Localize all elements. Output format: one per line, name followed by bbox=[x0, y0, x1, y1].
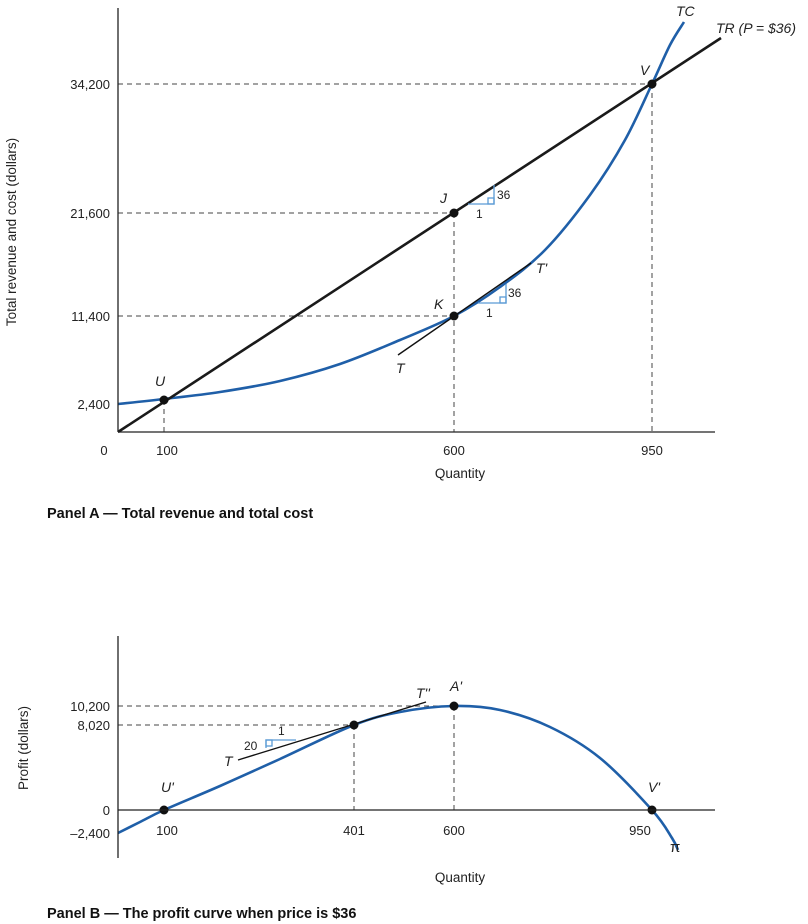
point-j-label: J bbox=[439, 190, 448, 206]
panel-b-x-axis-title: Quantity bbox=[435, 870, 486, 885]
panel-a-x-tick-600: 600 bbox=[443, 443, 465, 458]
right-angle-k bbox=[499, 296, 507, 304]
point-v-prime-label: V' bbox=[648, 779, 661, 795]
triangle-b-run-label: 1 bbox=[278, 724, 285, 738]
panel-a-y-axis-title: Total revenue and cost (dollars) bbox=[4, 138, 19, 326]
panel-a-x-axis-title: Quantity bbox=[435, 466, 486, 481]
slope-triangles-b bbox=[265, 739, 296, 748]
panel-b-y-tick-0: 0 bbox=[103, 803, 110, 818]
panel-a-origin-label: 0 bbox=[100, 443, 107, 458]
panel-a-y-tick-11400: 11,400 bbox=[71, 309, 110, 324]
point-j bbox=[449, 208, 459, 218]
tangent-t-prime-label: T' bbox=[536, 260, 549, 276]
point-u bbox=[159, 395, 169, 405]
panel-b-title: Panel B — The profit curve when price is… bbox=[47, 906, 356, 922]
triangle-j-run-label: 1 bbox=[476, 207, 483, 221]
panel-b-x-tick-100: 100 bbox=[156, 823, 178, 838]
triangle-k-run-label: 1 bbox=[486, 306, 493, 320]
triangle-j-rise-label: 36 bbox=[497, 188, 511, 202]
panel-a-points bbox=[159, 79, 657, 405]
slope-triangles-a bbox=[468, 185, 507, 304]
panel-b-y-tick-10200: 10,200 bbox=[70, 699, 110, 714]
point-k bbox=[449, 311, 459, 321]
panel-a: 0 100 600 950 2,400 11,400 21,600 34,200… bbox=[4, 3, 796, 522]
point-v bbox=[647, 79, 657, 89]
panel-b-points bbox=[159, 701, 657, 815]
point-v-label: V bbox=[640, 62, 651, 78]
panel-b-x-tick-401: 401 bbox=[343, 823, 365, 838]
total-cost-curve bbox=[117, 21, 686, 406]
point-a-prime bbox=[449, 701, 459, 711]
tangent-t-double-prime-label: T'' bbox=[416, 685, 431, 701]
tr-line-label: TR (P = $36) bbox=[716, 20, 796, 36]
panel-b-y-tick-8020: 8,020 bbox=[77, 718, 110, 733]
tangent-line-tt bbox=[397, 262, 532, 356]
point-u-label: U bbox=[155, 373, 166, 389]
panel-b-y-tick-neg2400: –2,400 bbox=[70, 826, 110, 841]
panel-b-y-axis-title: Profit (dollars) bbox=[16, 706, 31, 790]
panel-a-guides bbox=[118, 83, 653, 432]
panel-a-y-tick-34200: 34,200 bbox=[70, 77, 110, 92]
tc-curve-label: TC bbox=[676, 3, 696, 19]
panel-a-y-tick-2400: 2,400 bbox=[77, 397, 110, 412]
right-angle-b bbox=[265, 739, 273, 747]
panel-a-x-tick-100: 100 bbox=[156, 443, 178, 458]
panel-a-title: Panel A — Total revenue and total cost bbox=[47, 506, 313, 522]
panel-b-x-tick-600: 600 bbox=[443, 823, 465, 838]
panel-b: 100 401 600 950 –2,400 0 8,020 10,200 Qu… bbox=[16, 636, 715, 922]
panel-b-guides bbox=[118, 705, 455, 810]
point-k-label: K bbox=[434, 296, 444, 312]
panel-a-x-tick-950: 950 bbox=[641, 443, 663, 458]
tangent-line-tt2 bbox=[237, 701, 427, 761]
profit-curve-label: π bbox=[670, 839, 680, 856]
total-revenue-line bbox=[117, 36, 722, 434]
right-angle-j bbox=[487, 197, 495, 205]
triangle-k-rise-label: 36 bbox=[508, 286, 522, 300]
point-401 bbox=[349, 720, 359, 730]
point-u-prime-label: U' bbox=[161, 779, 175, 795]
panel-a-y-tick-21600: 21,600 bbox=[70, 206, 110, 221]
triangle-b-rise-label: 20 bbox=[244, 739, 258, 753]
panel-b-x-tick-950: 950 bbox=[629, 823, 651, 838]
tangent-t-label: T bbox=[396, 360, 406, 376]
tangent-t-label-b: T bbox=[224, 753, 234, 769]
profit-curve bbox=[117, 704, 680, 851]
point-a-prime-label: A' bbox=[449, 678, 463, 694]
